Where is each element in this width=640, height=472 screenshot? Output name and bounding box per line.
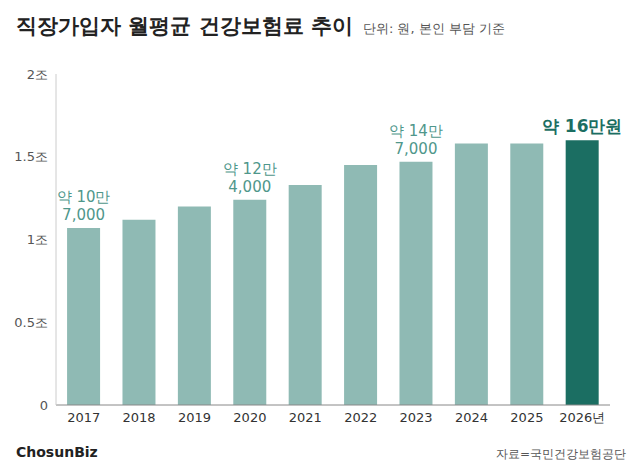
- svg-text:4,000: 4,000: [228, 178, 271, 196]
- svg-text:2020: 2020: [233, 410, 266, 425]
- svg-text:2026년: 2026년: [559, 410, 605, 425]
- svg-text:1.5조: 1.5조: [14, 149, 48, 164]
- svg-text:2017: 2017: [67, 410, 100, 425]
- svg-text:2024: 2024: [455, 410, 488, 425]
- html-text:직장가입자 월평균 건강보험료 추이: 직장가입자 월평균 건강보험료 추이: [16, 14, 353, 38]
- html-text:ChosunBiz: ChosunBiz: [16, 444, 98, 460]
- svg-text:0.5조: 0.5조: [14, 315, 48, 330]
- svg-text:2021: 2021: [289, 410, 322, 425]
- svg-text:2025: 2025: [510, 410, 543, 425]
- svg-text:2023: 2023: [400, 410, 433, 425]
- svg-text:2019: 2019: [178, 410, 211, 425]
- svg-text:약 10만: 약 10만: [57, 188, 111, 206]
- svg-text:7,000: 7,000: [62, 206, 105, 224]
- svg-text:0: 0: [40, 398, 48, 413]
- svg-text:약 14만: 약 14만: [389, 122, 443, 140]
- html-text:단위: 원, 본인 부담 기준: 단위: 원, 본인 부담 기준: [362, 21, 505, 36]
- svg-text:2018: 2018: [123, 410, 156, 425]
- svg-text:1조: 1조: [27, 232, 48, 247]
- html-text:자료=국민건강보험공단: 자료=국민건강보험공단: [495, 447, 626, 461]
- svg-text:약 12만: 약 12만: [223, 160, 277, 178]
- svg-text:7,000: 7,000: [395, 140, 438, 158]
- svg-text:2조: 2조: [27, 67, 48, 82]
- svg-text:약 16만원: 약 16만원: [542, 116, 623, 136]
- svg-text:2022: 2022: [344, 410, 377, 425]
